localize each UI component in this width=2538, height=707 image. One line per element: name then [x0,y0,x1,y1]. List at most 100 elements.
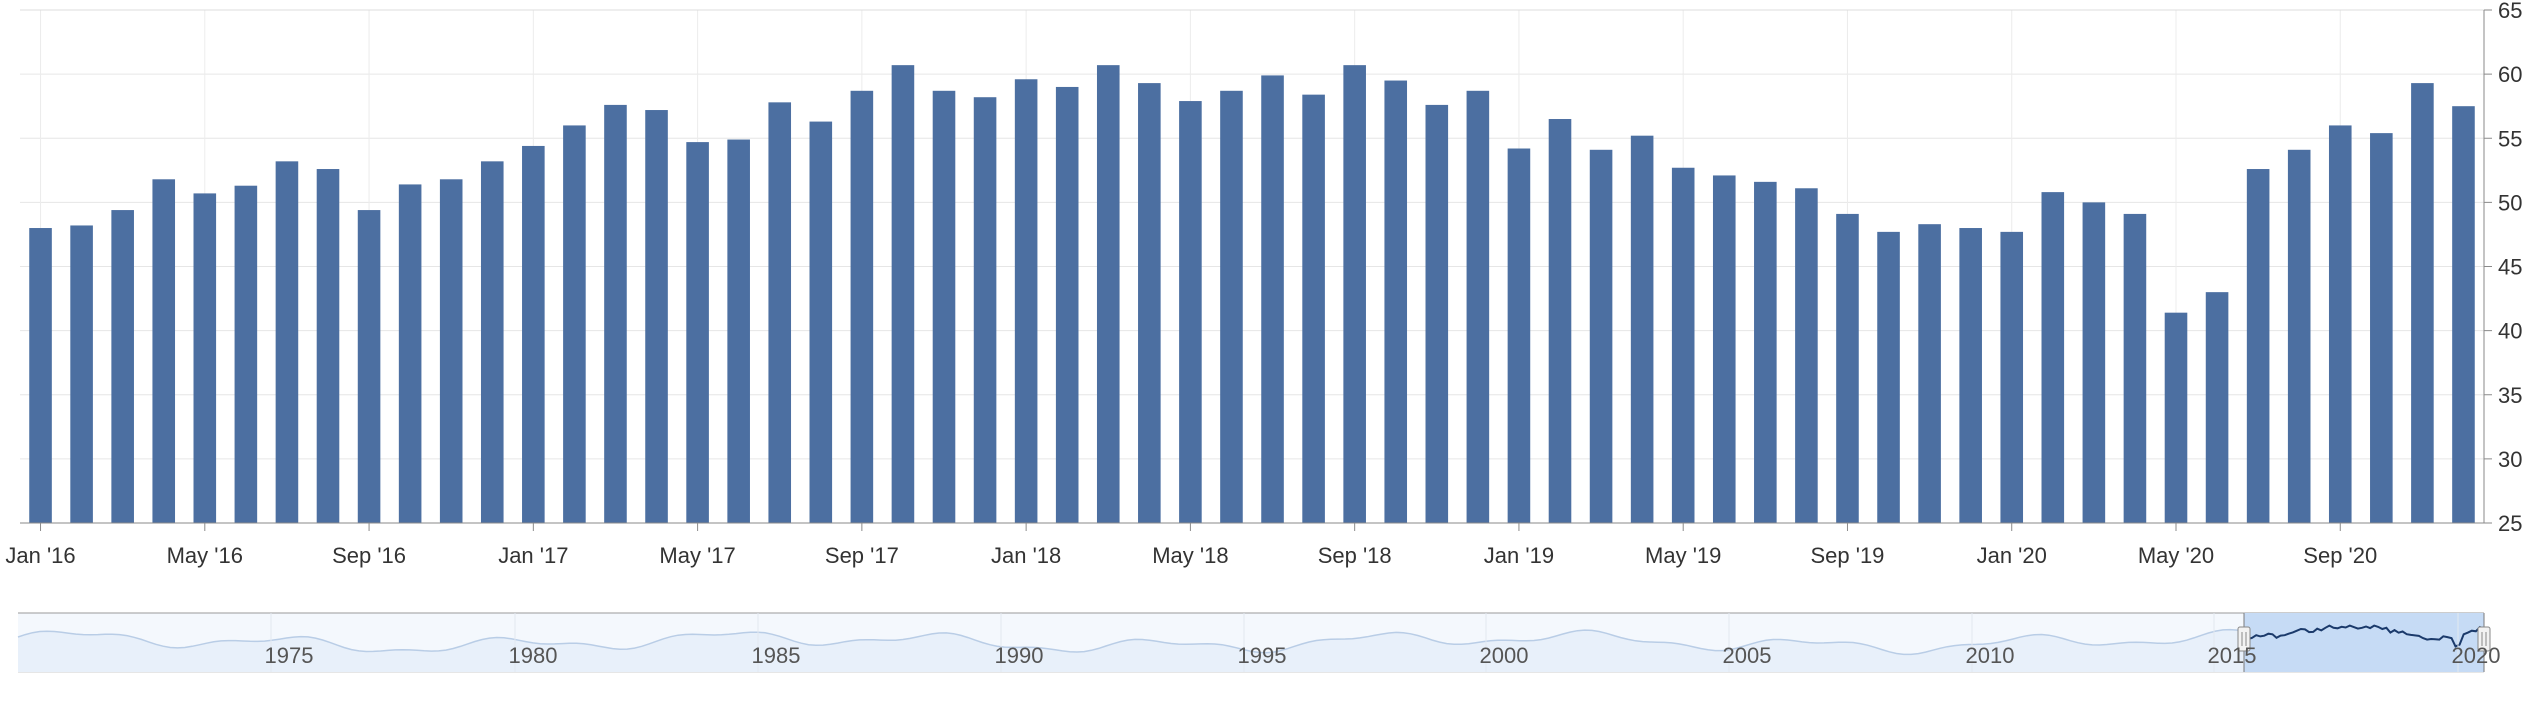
bar[interactable] [563,125,586,524]
range-navigator[interactable]: 1975 1980 1985 1990 1995 2000 2005 2010 2015 2020 [17,612,2500,673]
x-tick-label: Sep '19 [1810,543,1884,568]
x-tick-label: Jan '17 [498,543,568,568]
bar[interactable] [1918,224,1941,524]
bar[interactable] [604,104,627,523]
bar[interactable] [1754,181,1777,524]
navigator-area [18,629,2484,672]
handle-grip[interactable] [2237,626,2251,652]
y-tick-label: 55 [2498,126,2522,151]
bar[interactable] [2328,125,2352,524]
bar[interactable] [2411,83,2434,523]
bar[interactable] [1589,149,1613,524]
navigator-selected-range[interactable] [2244,613,2484,672]
navigator-year-label: 2000 [1480,643,1529,668]
x-tick-label: Sep '16 [332,543,406,568]
bar[interactable] [1836,213,1859,524]
x-tick-label: Jan '18 [991,543,1061,568]
x-tick-label: May '16 [167,543,243,568]
navigator-right-handle[interactable] [2477,626,2491,652]
navigator-left-handle[interactable] [2237,626,2251,652]
bar[interactable] [193,193,217,523]
grid [20,9,2484,523]
bar[interactable] [2041,192,2065,524]
x-tick-label: May '20 [2138,543,2214,568]
axes: 25 30 35 40 45 50 55 60 65 Jan '16 May '16 Sep '16 J… [5,0,2522,568]
bar[interactable] [768,102,792,523]
bar[interactable] [850,90,874,524]
bar[interactable] [2287,149,2311,524]
navigator-year-label: 1990 [995,643,1044,668]
bar[interactable] [2452,106,2475,523]
bar[interactable] [480,161,504,523]
bar-series[interactable] [29,65,2475,524]
bar[interactable] [357,210,381,523]
bar[interactable] [1466,90,1490,524]
bar[interactable] [2000,231,2024,523]
x-tick-label: May '17 [659,543,735,568]
y-tick-label: 50 [2498,190,2522,215]
y-tick-label: 40 [2498,319,2522,344]
y-tick-label: 30 [2498,447,2522,472]
bar[interactable] [891,65,915,524]
x-tick-label: Sep '20 [2303,543,2377,568]
bar[interactable] [2164,312,2188,523]
bar[interactable] [1096,65,1120,524]
navigator-year-label: 1985 [752,643,801,668]
navigator-year-label: 1980 [509,643,558,668]
bar[interactable] [1877,231,1900,523]
bar[interactable] [70,225,93,523]
bar[interactable] [398,184,422,524]
bar[interactable] [1055,86,1079,523]
x-tick-label: Jan '20 [1977,543,2047,568]
x-tick-label: May '18 [1152,543,1228,568]
y-tick-label: 25 [2498,511,2522,536]
bar[interactable] [1014,79,1038,523]
bar[interactable] [1712,175,1736,523]
bar[interactable] [1179,101,1202,524]
bar[interactable] [686,142,709,523]
x-tick-label: Sep '18 [1318,543,1392,568]
bar[interactable] [1138,83,1161,523]
x-tick-label: Sep '17 [825,543,899,568]
bar[interactable] [275,161,299,523]
bar[interactable] [932,90,956,524]
bar[interactable] [152,179,176,524]
bar[interactable] [2205,292,2229,523]
navigator-year-label: 1975 [265,643,314,668]
bar[interactable] [1384,80,1408,523]
bar[interactable] [2123,213,2147,524]
bar[interactable] [522,145,545,523]
bar[interactable] [234,185,258,523]
navigator-year-label: 2010 [1966,643,2015,668]
bar[interactable] [809,121,833,523]
navigator-year-label: 1995 [1238,643,1287,668]
bar[interactable] [1795,188,1818,523]
bar[interactable] [2082,202,2106,523]
bar[interactable] [29,228,52,523]
bar[interactable] [316,169,340,523]
bar[interactable] [1302,94,1325,524]
y-tick-label: 60 [2498,62,2522,87]
bar[interactable] [1220,90,1243,524]
bar[interactable] [2246,169,2270,523]
bar[interactable] [973,97,997,524]
bar[interactable] [439,179,463,524]
bar[interactable] [727,139,750,523]
bar[interactable] [111,210,134,523]
y-tick-label: 65 [2498,0,2522,23]
navigator-history-line [17,628,2485,656]
bar[interactable] [1548,119,1572,523]
bar[interactable] [1959,228,1982,523]
bar[interactable] [1630,135,1654,523]
bar[interactable] [645,110,668,523]
y-tick-label: 35 [2498,383,2522,408]
navigator-selected-line [2243,624,2485,648]
bar[interactable] [2370,133,2393,523]
bar[interactable] [1507,148,1531,523]
bar[interactable] [1261,75,1284,523]
bar[interactable] [1343,65,1366,524]
handle-grip[interactable] [2477,626,2491,652]
navigator-year-label: 2015 [2208,643,2257,668]
bar[interactable] [1671,167,1695,523]
bar[interactable] [1425,104,1449,523]
